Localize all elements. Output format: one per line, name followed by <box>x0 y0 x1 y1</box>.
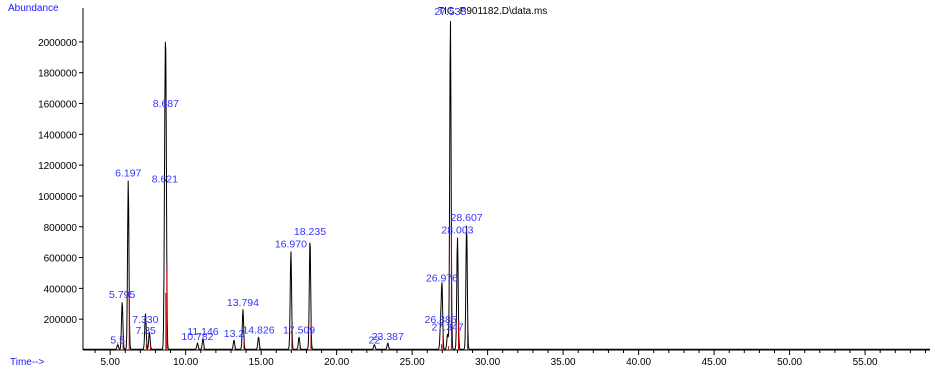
y-tick-label: 600000 <box>44 254 78 265</box>
y-ticks: 200000 400000 600000 800000 1000000 1200000 14… <box>38 38 83 326</box>
peak-label: 26.976 <box>426 272 458 284</box>
x-tick-label: 20.00 <box>324 357 349 368</box>
x-tick-label: 35.00 <box>551 357 576 368</box>
peak-label: 13.2 <box>224 328 245 340</box>
peak-label-minor: 5.5 <box>110 334 125 346</box>
peak-label: 16.970 <box>275 238 307 250</box>
chart-title: TIC: P901182.D\data.ms <box>438 6 547 17</box>
peak-label: 8.687 <box>153 98 179 110</box>
y-axis-label: Abundance <box>8 3 59 14</box>
peak-label-minor: 7.35 <box>135 325 156 337</box>
peak-label: 27.535 <box>434 6 466 18</box>
x-tick-label: 15.00 <box>249 357 274 368</box>
y-tick-label: 200000 <box>44 315 78 326</box>
y-tick-label: 800000 <box>44 223 78 234</box>
peak-label: 5.795 <box>109 289 135 301</box>
peak-label: 7.330 <box>132 314 158 326</box>
peak-label: 14.826 <box>242 325 274 337</box>
peak-label: 6.197 <box>115 168 141 180</box>
peak-label: 11.146 <box>187 326 218 338</box>
x-tick-label: 5.00 <box>100 357 120 368</box>
y-tick-label: 1400000 <box>38 130 77 141</box>
y-tick-label: 1200000 <box>38 161 77 172</box>
y-tick-label: 1000000 <box>38 192 77 203</box>
y-tick-label: 400000 <box>44 284 78 295</box>
peak-label: 18.235 <box>294 226 326 238</box>
peak-label: 28.607 <box>451 212 483 224</box>
x-tick-label: 10.00 <box>173 357 198 368</box>
peak-label: 17.509 <box>283 325 315 337</box>
x-tick-label: 30.00 <box>475 357 500 368</box>
x-axis-label: Time--> <box>10 357 45 368</box>
y-tick-label: 1600000 <box>38 100 77 111</box>
peak-label-minor: 22 <box>369 334 381 346</box>
peak-label: 27.347 <box>432 322 464 334</box>
peak-label: 13.794 <box>227 297 259 309</box>
x-tick-label: 40.00 <box>626 357 651 368</box>
x-ticks: 5.00 10.00 15.00 20.00 25.00 30.00 35.00 40.00 4… <box>94 350 926 368</box>
peak-label: 10.782 <box>181 331 213 343</box>
peak-label: 28.003 <box>441 225 473 237</box>
x-tick-label: 55.00 <box>853 357 878 368</box>
peak-integration-markers <box>122 234 469 350</box>
tic-trace <box>83 21 930 350</box>
x-tick-label: 45.00 <box>702 357 727 368</box>
x-tick-label: 50.00 <box>777 357 802 368</box>
peak-label: 8.621 <box>152 174 178 186</box>
peak-label: 26.885 <box>425 314 457 326</box>
y-tick-label: 1800000 <box>38 69 77 80</box>
x-tick-label: 25.00 <box>400 357 425 368</box>
peak-label: 23.387 <box>372 331 404 343</box>
y-tick-label: 2000000 <box>38 38 77 49</box>
